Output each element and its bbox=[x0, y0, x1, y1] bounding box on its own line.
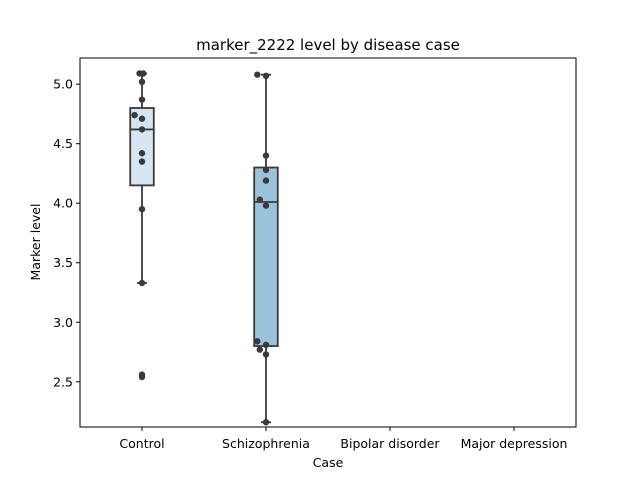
data-point bbox=[131, 111, 138, 119]
data-point bbox=[262, 166, 270, 174]
data-point bbox=[138, 115, 146, 122]
y-tick-label: 2.5 bbox=[53, 374, 73, 389]
data-point bbox=[136, 70, 143, 77]
data-point bbox=[254, 71, 261, 78]
y-tick-label: 5.0 bbox=[53, 77, 73, 92]
data-point bbox=[138, 96, 146, 103]
x-axis: Control Schizophrenia Bipolar disorder Majo… bbox=[119, 427, 567, 451]
y-tick-label: 3.0 bbox=[53, 315, 73, 330]
point-series bbox=[131, 70, 270, 426]
x-tick-label: Bipolar disorder bbox=[340, 436, 440, 451]
data-point bbox=[262, 202, 270, 209]
box-series bbox=[129, 72, 279, 424]
data-point bbox=[138, 373, 146, 381]
data-point bbox=[262, 341, 270, 349]
data-point bbox=[138, 279, 146, 287]
data-point bbox=[262, 419, 270, 426]
data-point bbox=[138, 78, 146, 86]
data-point bbox=[262, 152, 270, 159]
plot-area-frame bbox=[79, 57, 577, 428]
data-point bbox=[262, 177, 270, 184]
data-point bbox=[138, 126, 146, 133]
x-tick-label: Schizophrenia bbox=[222, 436, 310, 451]
data-point bbox=[138, 205, 146, 213]
data-point bbox=[262, 351, 270, 358]
data-point bbox=[138, 158, 146, 165]
box-iqr bbox=[129, 107, 155, 187]
y-tick-label: 3.5 bbox=[53, 255, 73, 270]
x-tick-label: Major depression bbox=[461, 436, 568, 451]
data-point bbox=[256, 196, 263, 203]
y-tick-label: 4.0 bbox=[53, 196, 73, 211]
y-axis: 2.5 3.0 3.5 4.0 4.5 5.0 bbox=[53, 77, 80, 389]
data-point bbox=[138, 150, 146, 157]
x-axis-label: Case bbox=[313, 455, 344, 470]
y-axis-label: Marker level bbox=[28, 204, 43, 281]
data-point bbox=[254, 338, 261, 345]
data-point bbox=[262, 72, 270, 80]
chart-title: marker_2222 level by disease case bbox=[196, 36, 460, 55]
data-point bbox=[256, 346, 263, 353]
y-tick-label: 4.5 bbox=[53, 136, 73, 151]
box-schizophrenia bbox=[253, 73, 279, 424]
x-tick-label: Control bbox=[119, 436, 164, 451]
box-iqr bbox=[253, 166, 279, 347]
